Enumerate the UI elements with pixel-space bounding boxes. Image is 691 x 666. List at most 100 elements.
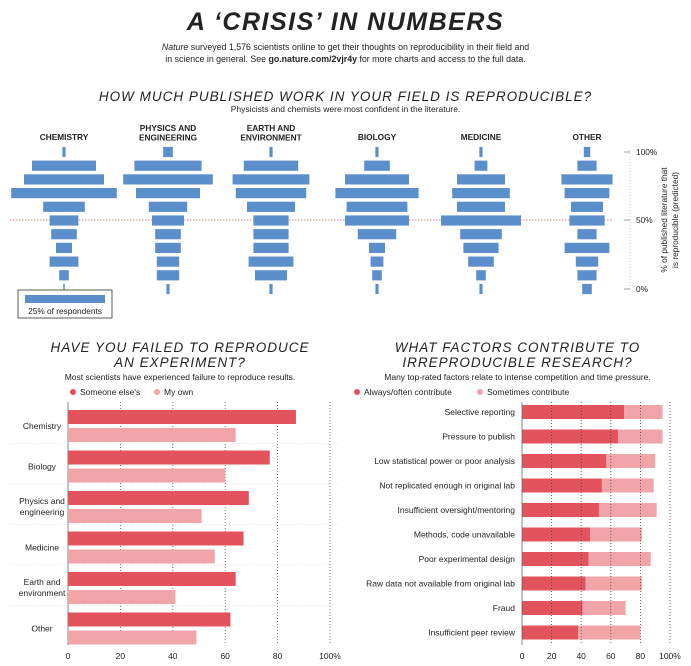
violin-bar-0-4 — [43, 201, 85, 212]
violin-bar-2-2 — [232, 174, 310, 185]
violin-bar-0-8 — [49, 256, 79, 267]
x-tick-3-4: 80 — [636, 651, 646, 661]
factor-label-6: Poor experimental design — [419, 554, 516, 564]
x-tick-2-4: 80 — [273, 651, 283, 661]
category-label-2-0: Chemistry — [23, 421, 62, 431]
violin-bar-4-4 — [457, 201, 505, 212]
violin-bar-3-3 — [335, 188, 419, 199]
violin-bar-4-2 — [457, 174, 505, 185]
x-tick-2-2: 40 — [168, 651, 178, 661]
x-tick-2-1: 20 — [116, 651, 126, 661]
section3-title-line2: IRREPRODUCIBLE RESEARCH? — [402, 355, 633, 370]
violin-bar-5-7 — [564, 242, 610, 253]
x-tick-3-2: 40 — [576, 651, 586, 661]
section2-note: Most scientists have experienced failure… — [64, 372, 296, 382]
violin-bar-0-9 — [59, 270, 69, 281]
violin-bar-2-8 — [248, 256, 294, 267]
right-tick-label-0: 100% — [636, 147, 658, 157]
bar-sometimes-5 — [590, 527, 642, 542]
bar-always-8 — [522, 601, 583, 615]
bar-always-3 — [522, 478, 602, 493]
violin-bar-4-3 — [452, 188, 510, 199]
bar-my-own-0 — [68, 428, 236, 442]
violin-bar-4-5 — [441, 215, 521, 226]
bar-always-4 — [522, 503, 599, 517]
bar-someone-else-2 — [68, 491, 249, 505]
section3-title: WHAT FACTORS CONTRIBUTE TO IRREPRODUCIBL… — [345, 340, 690, 370]
violin-bar-2-3 — [235, 188, 307, 199]
bar-sometimes-4 — [598, 503, 657, 517]
bar-someone-else-4 — [68, 572, 236, 586]
bar-sometimes-6 — [588, 552, 651, 566]
factor-label-5: Methods, code unavailable — [414, 530, 515, 540]
x-tick-2-3: 60 — [220, 651, 230, 661]
violin-bar-0-7 — [56, 242, 72, 253]
violin-bar-1-7 — [155, 242, 181, 253]
violin-bar-3-0 — [375, 146, 379, 158]
violin-bar-1-2 — [123, 174, 213, 185]
field-label-2-1: ENVIRONMENT — [240, 133, 301, 143]
category-label-2-3: Medicine — [25, 543, 59, 553]
subtitle-link[interactable]: go.nature.com/2vjr4y — [268, 54, 357, 64]
bar-always-9 — [522, 625, 579, 640]
bar-always-0 — [522, 405, 625, 419]
violin-bar-1-8 — [156, 256, 180, 267]
violin-bar-5-10 — [582, 283, 592, 295]
violin-bar-2-6 — [253, 229, 289, 240]
category-label-2-2-b: engineering — [20, 507, 65, 517]
scale-legend-bar — [25, 295, 105, 303]
violin-bar-2-5 — [253, 215, 289, 226]
violin-bar-1-4 — [148, 201, 188, 212]
section3-title-line1: WHAT FACTORS CONTRIBUTE TO — [394, 340, 641, 355]
violin-bar-4-7 — [463, 242, 499, 253]
bar-someone-else-3 — [68, 531, 244, 546]
bar-my-own-3 — [68, 549, 215, 564]
x-tick-3-3: 60 — [606, 651, 616, 661]
legend-label-always: Always/often contribute — [364, 387, 452, 397]
field-label-0-0: CHEMISTRY — [40, 132, 89, 142]
field-label-4-0: MEDICINE — [461, 132, 502, 142]
factor-label-9: Insufficient peer review — [428, 628, 516, 638]
right-axis-label-1: % of published literature that — [659, 167, 669, 273]
field-label-1-0: PHYSICS AND — [140, 123, 196, 133]
bar-someone-else-5 — [68, 612, 231, 627]
factor-label-7: Raw data not available from original lab — [366, 579, 515, 589]
legend-dot-always — [354, 389, 360, 395]
page-subtitle: Nature surveyed 1,576 scientists online … — [0, 41, 691, 65]
bar-sometimes-3 — [601, 478, 654, 493]
violin-bar-1-5 — [152, 215, 184, 226]
factor-label-2: Low statistical power or poor analysis — [374, 456, 515, 466]
bar-sometimes-8 — [582, 601, 626, 615]
category-label-2-4-a: Earth and — [24, 577, 61, 587]
category-label-2-5: Other — [31, 624, 52, 634]
violin-bar-1-3 — [136, 188, 200, 199]
violin-bar-2-7 — [253, 242, 289, 253]
violin-bar-0-1 — [32, 160, 96, 171]
violin-bar-5-2 — [561, 174, 613, 185]
violin-bar-2-10 — [269, 283, 273, 295]
violin-bar-5-8 — [575, 256, 599, 267]
x-tick-3-1: 20 — [547, 651, 557, 661]
violin-bar-0-2 — [24, 174, 104, 185]
section2-title-line2: AN EXPERIMENT? — [114, 355, 246, 370]
section1-title: HOW MUCH PUBLISHED WORK IN YOUR FIELD IS… — [98, 89, 593, 104]
violin-bar-3-7 — [369, 242, 385, 253]
bar-my-own-2 — [68, 509, 202, 523]
section2-title: HAVE YOU FAILED TO REPRODUCE AN EXPERIME… — [10, 340, 350, 370]
legend-label-someone-else: Someone else's — [80, 387, 140, 397]
factor-label-4: Insufficient oversight/mentoring — [398, 505, 516, 515]
legend-dot-sometimes — [477, 389, 483, 395]
violin-bar-1-0 — [163, 146, 173, 158]
violin-bar-1-10 — [166, 283, 170, 295]
subtitle-line2-prefix: in science in general. See — [165, 54, 269, 64]
bar-my-own-4 — [68, 590, 176, 604]
field-label-1-1: ENGINEERING — [139, 133, 197, 143]
bar-always-5 — [522, 527, 591, 542]
subtitle-line1: surveyed 1,576 scientists online to get … — [188, 42, 530, 52]
violin-bar-5-9 — [577, 270, 597, 281]
violin-bar-5-5 — [569, 215, 605, 226]
subtitle-journal: Nature — [161, 42, 189, 52]
legend-dot-someone-else — [70, 389, 76, 395]
category-label-2-4-b: environment — [19, 588, 66, 598]
